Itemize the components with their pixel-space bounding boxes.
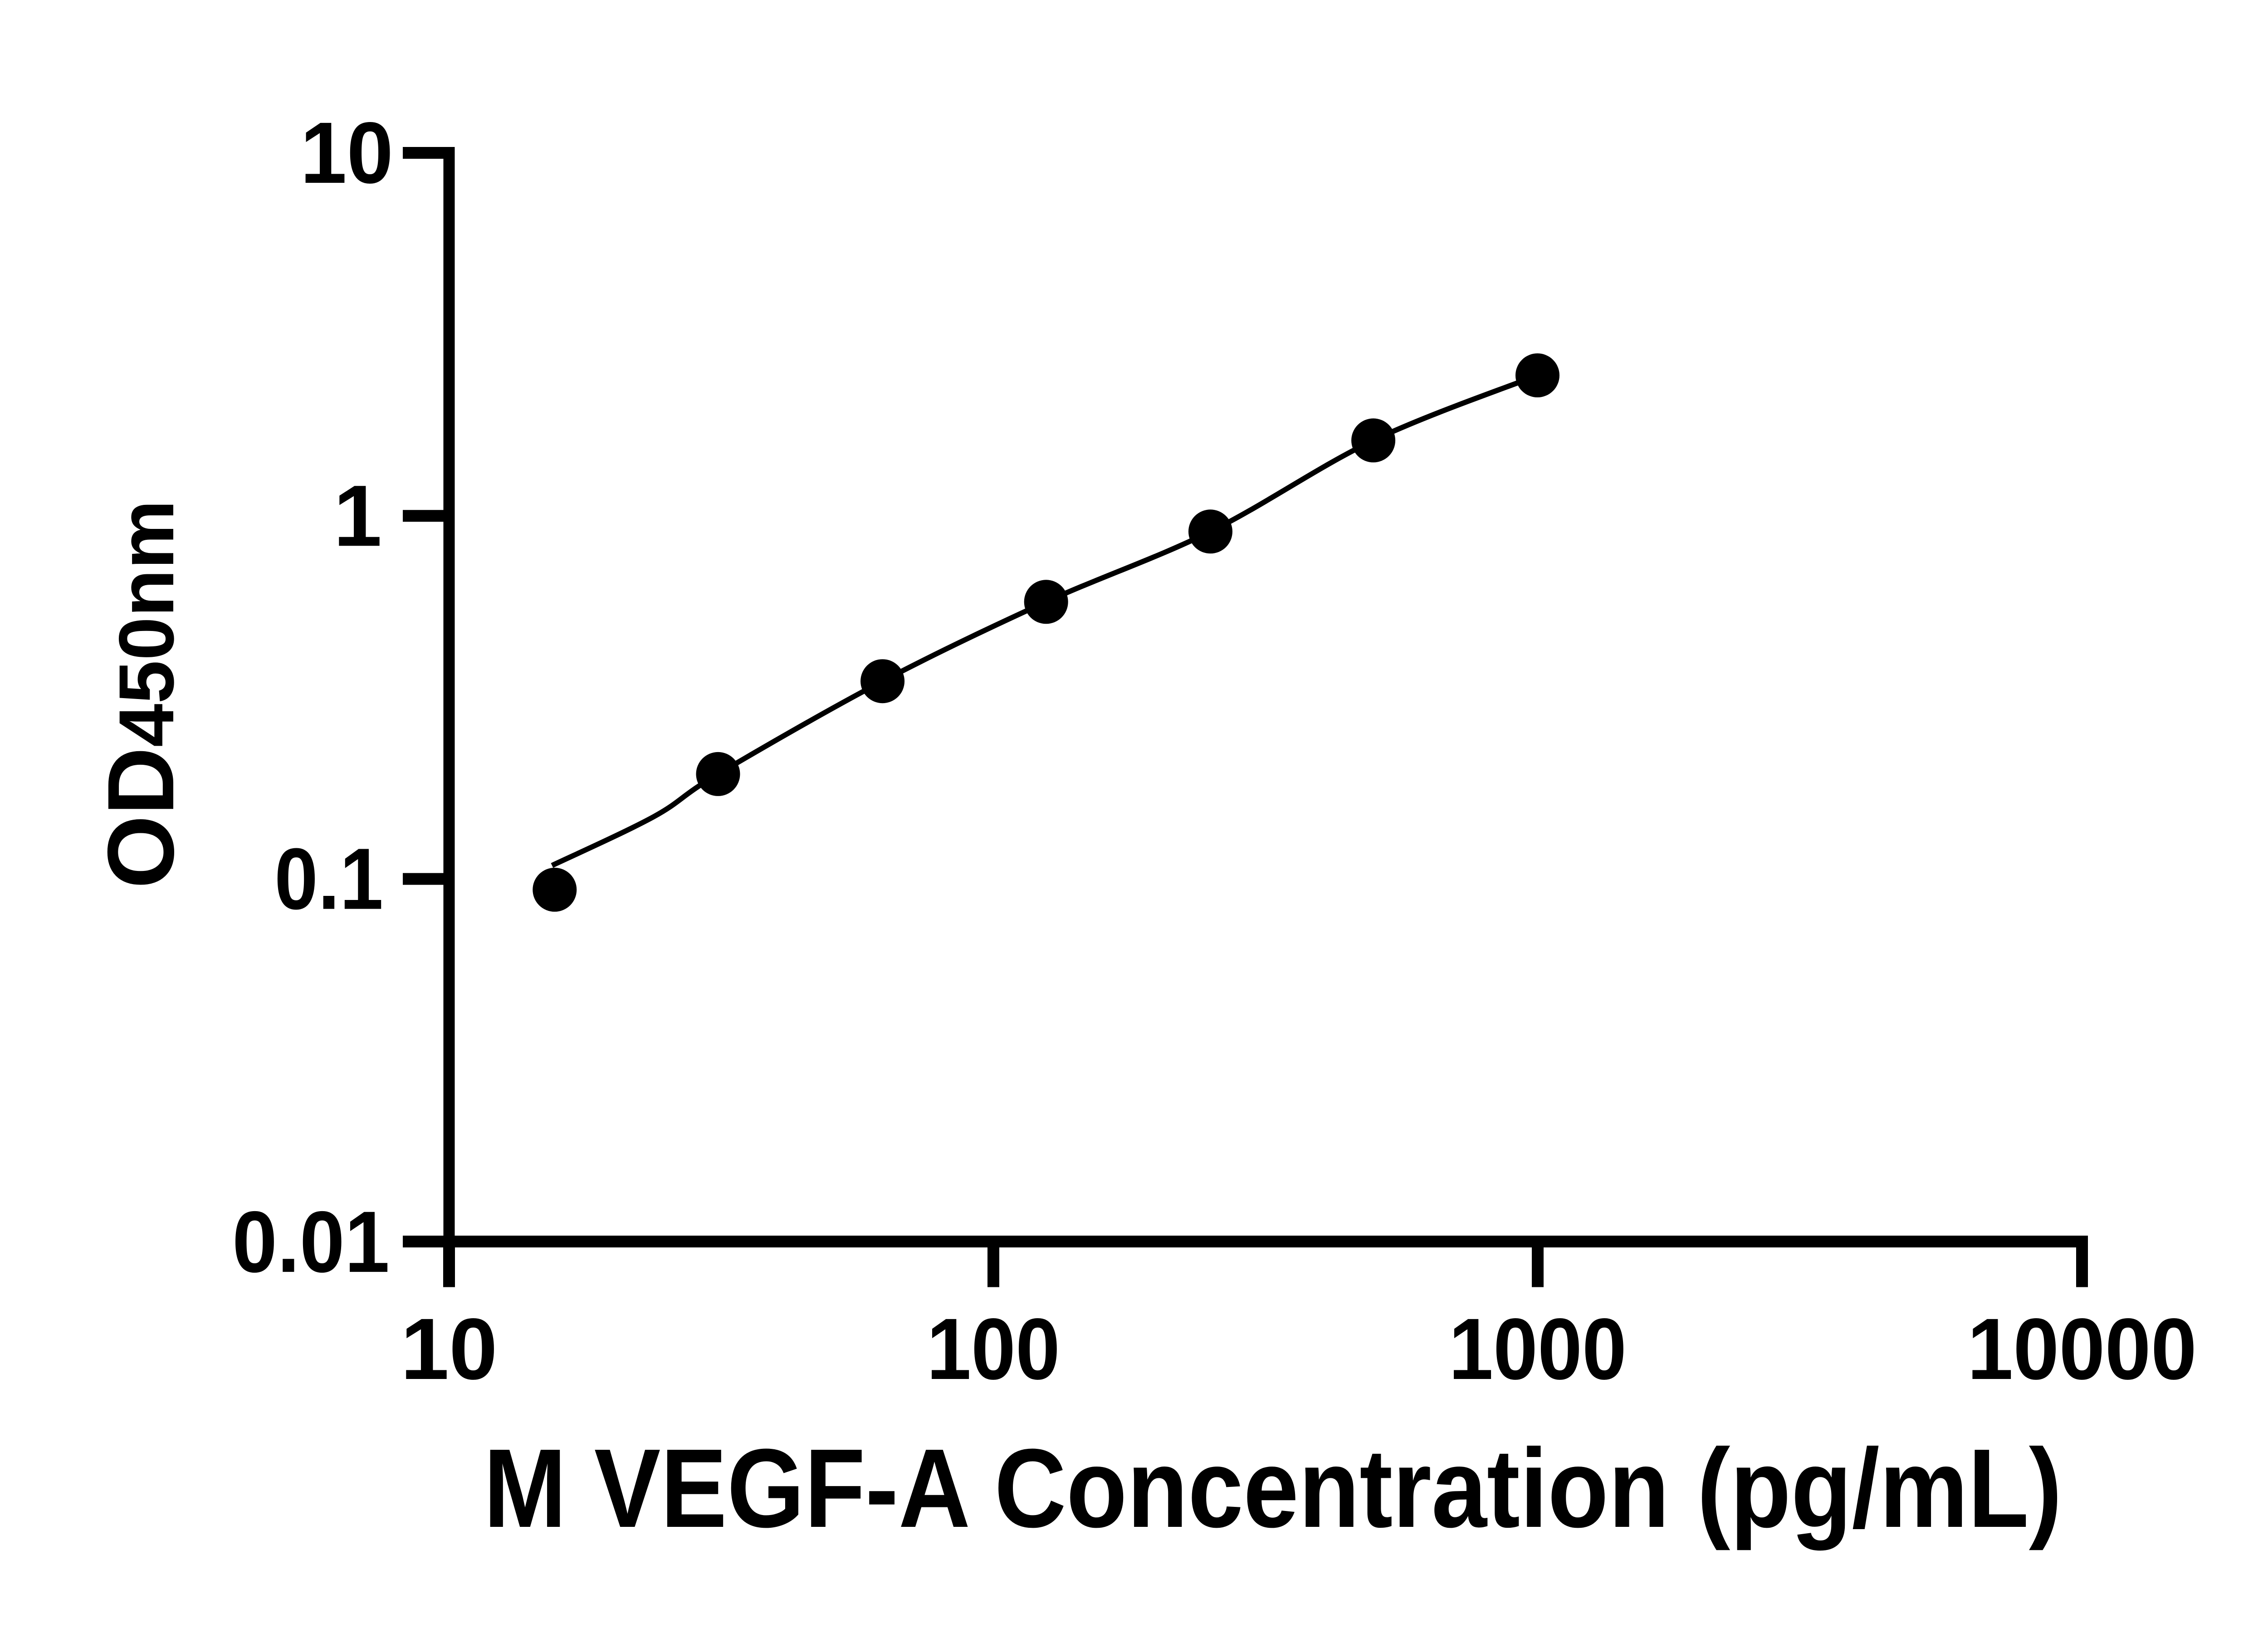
svg-text:0.01: 0.01 <box>232 1193 390 1291</box>
svg-text:1000: 1000 <box>1449 1300 1627 1398</box>
svg-text:1: 1 <box>333 467 382 564</box>
svg-text:0.1: 0.1 <box>274 830 383 928</box>
svg-text:10: 10 <box>300 104 393 201</box>
svg-text:100: 100 <box>927 1300 1060 1398</box>
svg-text:OD450nm: OD450nm <box>88 500 194 889</box>
svg-text:10: 10 <box>401 1300 498 1398</box>
svg-text:10000: 10000 <box>1967 1300 2197 1398</box>
svg-text:M VEGF-A Concentration (pg/mL): M VEGF-A Concentration (pg/mL) <box>484 1426 2062 1551</box>
